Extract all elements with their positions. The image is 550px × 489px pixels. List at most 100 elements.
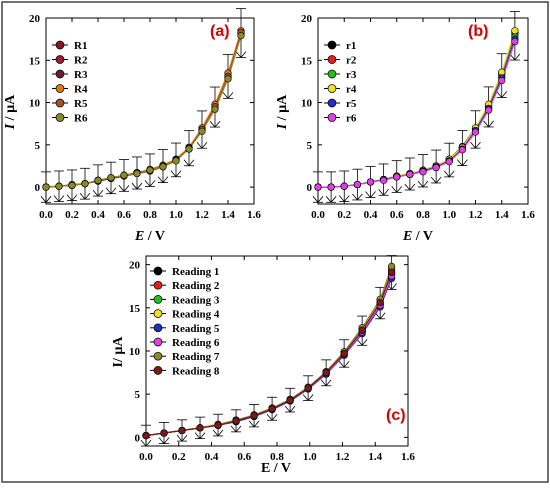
data-point bbox=[432, 164, 440, 172]
error-whisker bbox=[188, 159, 195, 167]
error-whisker bbox=[118, 185, 125, 192]
error-whisker bbox=[338, 360, 345, 368]
error-whisker bbox=[136, 182, 143, 190]
x-tick-label: 1.4 bbox=[221, 209, 235, 221]
x-tick-label: 0.6 bbox=[117, 209, 131, 221]
error-whisker bbox=[325, 196, 332, 203]
legend-marker bbox=[327, 84, 337, 93]
x-tick-label: 0.6 bbox=[390, 209, 404, 221]
x-tick-label: 0.0 bbox=[39, 209, 53, 221]
y-tick-label: 5 bbox=[35, 140, 41, 152]
error-whisker bbox=[176, 434, 183, 442]
error-whisker bbox=[149, 180, 156, 187]
data-point bbox=[388, 268, 396, 277]
series-line-6 bbox=[45, 35, 242, 188]
data-point bbox=[185, 145, 193, 153]
data-point bbox=[406, 170, 414, 179]
legend-label: r2 bbox=[346, 55, 357, 67]
data-point bbox=[159, 163, 167, 171]
legend-label: r5 bbox=[346, 98, 357, 110]
legend-label: Reading 2 bbox=[172, 280, 220, 292]
y-tick-label: 10 bbox=[129, 346, 141, 358]
error-whisker bbox=[144, 180, 151, 187]
error-whisker bbox=[320, 379, 327, 387]
legend-label: R5 bbox=[74, 98, 88, 110]
x-tick-label: 1.0 bbox=[303, 451, 317, 463]
error-whisker bbox=[194, 432, 201, 439]
error-whisker bbox=[163, 437, 170, 444]
y-axis-label: I/ µA bbox=[111, 336, 126, 368]
error-whisker bbox=[105, 187, 112, 194]
data-point bbox=[511, 38, 519, 46]
legend-marker bbox=[55, 98, 65, 108]
y-tick-label: 20 bbox=[29, 13, 41, 25]
data-point bbox=[511, 27, 519, 35]
error-whisker bbox=[162, 176, 169, 183]
legend-marker bbox=[153, 309, 163, 318]
y-tick-label: 0 bbox=[307, 182, 313, 194]
error-whisker bbox=[307, 394, 314, 401]
y-axis-label: I / µA bbox=[275, 94, 290, 130]
data-point bbox=[498, 76, 506, 85]
legend-label: Reading 7 bbox=[172, 351, 220, 363]
data-point bbox=[314, 183, 322, 191]
panel-label: (b) bbox=[468, 23, 488, 40]
x-tick-label: 0.0 bbox=[311, 209, 325, 221]
data-point bbox=[327, 183, 335, 191]
legend-marker bbox=[55, 84, 65, 93]
data-point bbox=[232, 417, 240, 425]
error-whisker bbox=[157, 176, 164, 183]
y-tick-label: 5 bbox=[307, 140, 313, 152]
data-point bbox=[485, 106, 493, 114]
legend-marker bbox=[327, 40, 337, 50]
legend-marker bbox=[327, 55, 337, 64]
x-tick-label: 1.6 bbox=[401, 451, 415, 463]
x-tick-label: 0.2 bbox=[337, 209, 351, 221]
x-tick-label: 0.4 bbox=[364, 209, 378, 221]
error-whisker bbox=[501, 91, 508, 98]
legend-marker bbox=[153, 323, 163, 333]
data-point bbox=[120, 171, 128, 179]
legend-marker bbox=[327, 69, 337, 79]
error-whisker bbox=[131, 182, 138, 190]
x-tick-label: 0.2 bbox=[172, 451, 186, 463]
error-whisker bbox=[84, 192, 91, 200]
error-whisker bbox=[325, 379, 332, 387]
error-whisker bbox=[383, 189, 389, 196]
error-whisker bbox=[71, 194, 78, 201]
legend-marker bbox=[327, 98, 337, 108]
error-whisker bbox=[379, 312, 386, 320]
legend-marker bbox=[153, 280, 163, 290]
legend-marker bbox=[153, 337, 163, 347]
legend-label: r3 bbox=[346, 69, 357, 81]
error-whisker bbox=[330, 196, 337, 203]
x-tick-label: 0.0 bbox=[139, 451, 153, 463]
legend-label: R2 bbox=[74, 55, 88, 67]
error-whisker bbox=[199, 432, 206, 439]
error-whisker bbox=[435, 176, 442, 184]
error-whisker bbox=[230, 425, 237, 433]
x-tick-label: 1.6 bbox=[521, 209, 535, 221]
legend-label: R1 bbox=[74, 40, 87, 52]
error-whisker bbox=[378, 189, 384, 196]
error-whisker bbox=[40, 196, 47, 203]
error-whisker bbox=[145, 439, 152, 447]
data-point bbox=[198, 127, 206, 135]
error-whisker bbox=[266, 414, 273, 421]
data-point bbox=[388, 262, 396, 270]
x-axis-label: E / V bbox=[402, 229, 433, 244]
x-tick-label: 1.6 bbox=[247, 209, 261, 221]
legend-label: Reading 5 bbox=[172, 323, 220, 335]
x-tick-label: 1.2 bbox=[195, 209, 209, 221]
x-tick-label: 1.2 bbox=[469, 209, 483, 221]
y-tick-label: 20 bbox=[301, 13, 313, 25]
legend-marker bbox=[55, 55, 65, 64]
error-whisker bbox=[58, 195, 65, 202]
error-whisker bbox=[417, 180, 424, 188]
data-point bbox=[214, 421, 222, 429]
error-whisker bbox=[235, 51, 242, 58]
chart-panel-2: 0.0 0.2 0.4 0.6 0.8 1.0 1.2 1.4 1.6 0 5 10 15 20 E / V… bbox=[275, 11, 535, 244]
legend-marker bbox=[55, 69, 65, 79]
legend-label: Reading 4 bbox=[172, 309, 220, 321]
x-axis-label: E / V bbox=[134, 229, 165, 244]
